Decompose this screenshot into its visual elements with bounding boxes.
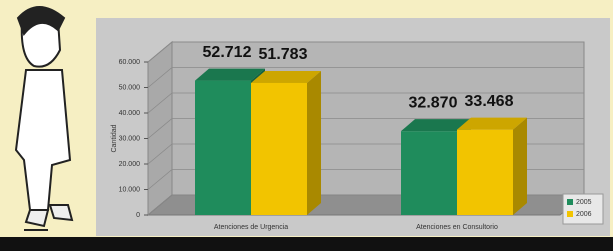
legend-swatch [567,199,573,205]
y-tick-label: 20.000 [119,161,141,168]
x-tick-label: Atenciones de Urgencia [214,224,288,231]
legend-label: 2005 [576,199,592,206]
y-tick-label: 0 [136,212,140,219]
data-label: 52.712 [203,44,252,61]
bar [251,83,307,215]
y-tick-label: 60.000 [119,59,141,66]
data-label: 32.870 [409,94,458,111]
bar [457,130,513,215]
bar [401,131,457,215]
footer-bar [0,237,613,251]
bar [195,81,251,215]
bar-side [307,71,321,215]
y-tick-label: 30.000 [119,135,141,142]
x-tick-label: Atenciones en Consultorio [416,224,498,231]
legend-label: 2006 [576,211,592,218]
y-tick-label: 50.000 [119,84,141,91]
y-axis-label: Cantidad [111,124,118,152]
bar-side [513,118,527,215]
legend-swatch [567,211,573,217]
y-tick-label: 40.000 [119,110,141,117]
chart: 0 10.000 20.000 30.000 40.000 50.000 60.000 Can… [0,0,613,251]
data-label: 51.783 [259,46,308,63]
data-label: 33.468 [465,93,514,110]
y-tick-label: 10.000 [119,186,141,193]
